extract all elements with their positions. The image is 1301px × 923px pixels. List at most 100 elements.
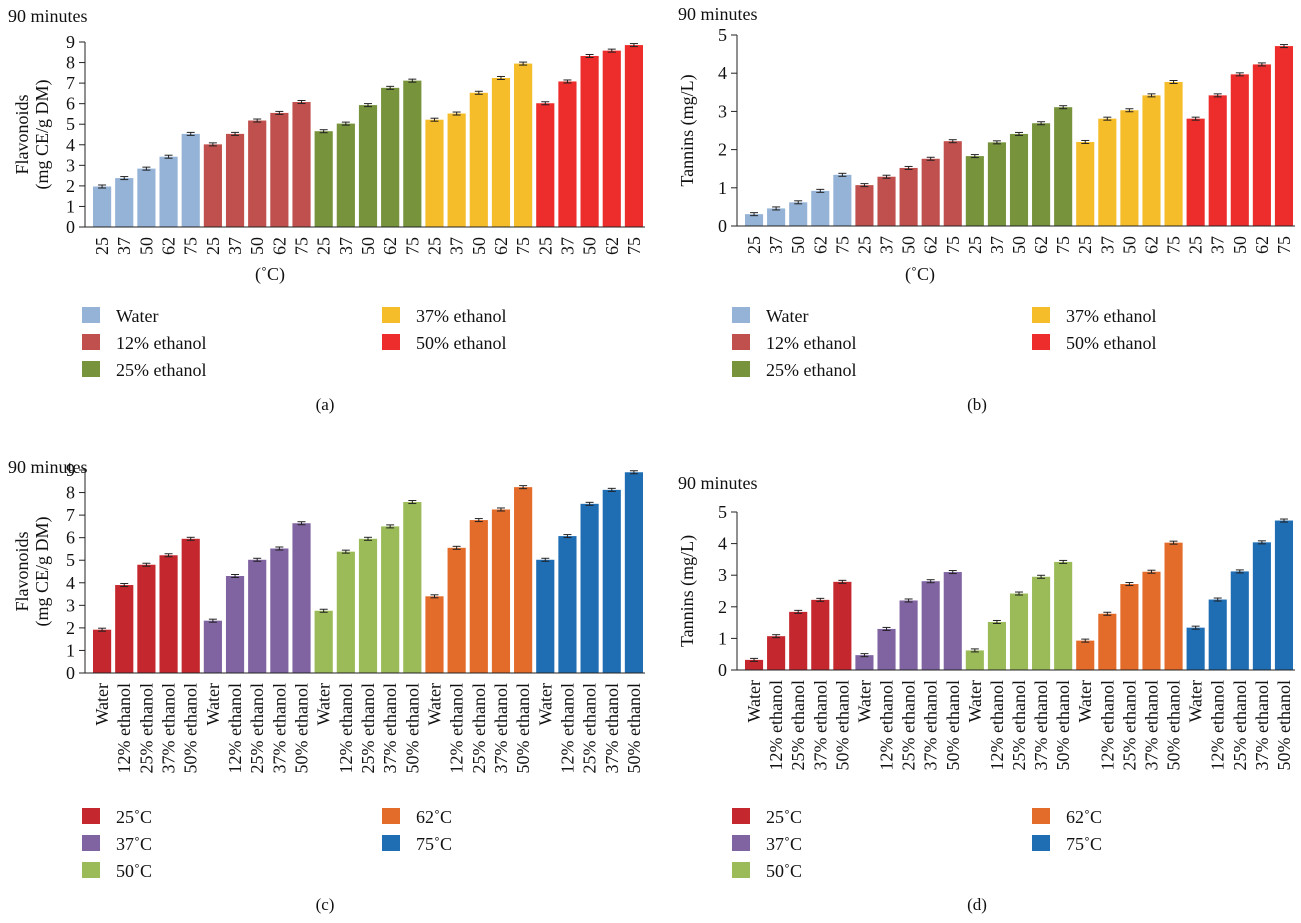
x-tick-label: Water [424, 683, 444, 726]
x-tick-label: 25 [965, 236, 985, 254]
legend-label: 25% ethanol [766, 360, 856, 380]
flavonoids-by-solvent-chart: 90 minutes0123456789Flavonoids (mg CE/g D… [0, 460, 650, 923]
bar [270, 548, 288, 673]
bar [403, 502, 421, 673]
x-tick-label: 50 [1009, 236, 1029, 254]
legend-swatch [82, 361, 100, 377]
x-tick-label: 25 [1075, 236, 1095, 254]
x-tick-label: 62 [491, 237, 511, 255]
legend-label: 37% ethanol [1066, 306, 1156, 326]
x-tick-label: Water [854, 680, 874, 723]
bar [226, 576, 244, 673]
bar [855, 655, 873, 670]
bar [93, 630, 111, 673]
y-tick-label: 3 [66, 155, 75, 175]
y-tick-label: 4 [66, 573, 75, 593]
legend-swatch [382, 334, 400, 350]
bar [226, 134, 244, 227]
y-tick-label: 3 [66, 595, 75, 615]
bar [1010, 134, 1028, 226]
bar [292, 523, 310, 673]
bar [603, 51, 621, 227]
legend-label: 50˚C [766, 861, 802, 881]
x-tick-label: 37% ethanol [602, 683, 622, 773]
bar [1275, 46, 1293, 226]
bar [1120, 584, 1138, 670]
bar [1098, 614, 1116, 670]
bar [470, 93, 488, 227]
x-tick-label: 62 [1031, 236, 1051, 254]
x-tick-label: 37% ethanol [491, 683, 511, 773]
legend-label: 50˚C [116, 861, 152, 881]
bar [514, 487, 532, 673]
bar [315, 611, 333, 673]
bar [248, 560, 266, 673]
bar [988, 142, 1006, 226]
panel-label: (d) [967, 895, 987, 914]
y-tick-label: 3 [718, 101, 727, 121]
y-tick-label: 4 [718, 534, 727, 554]
x-tick-label: 50% ethanol [1274, 680, 1294, 770]
x-tick-label: 75 [832, 236, 852, 254]
y-axis-label: (mg CE/g DM) [32, 79, 53, 189]
bar [1165, 82, 1183, 226]
bar [1253, 64, 1271, 226]
x-tick-label: 75 [181, 237, 201, 255]
bar [1165, 543, 1183, 670]
x-tick-label: 25% ethanol [788, 680, 808, 770]
bar [448, 114, 466, 227]
bar [536, 560, 554, 673]
y-axis-label: Flavonoids [12, 94, 32, 174]
bar [381, 88, 399, 227]
legend-swatch [1032, 334, 1050, 350]
bar [492, 78, 510, 227]
y-tick-label: 8 [66, 483, 75, 503]
legend-label: 12% ethanol [766, 333, 856, 353]
x-tick-label: Water [965, 680, 985, 723]
y-tick-label: 6 [66, 94, 75, 114]
y-tick-label: 5 [66, 114, 75, 134]
bar [988, 622, 1006, 670]
x-tick-label: 37 [766, 236, 786, 254]
legend-label: 50% ethanol [1066, 333, 1156, 353]
y-tick-label: 8 [66, 53, 75, 73]
x-tick-label: 25 [424, 237, 444, 255]
legend-swatch [1032, 307, 1050, 323]
legend-swatch [82, 835, 100, 851]
x-tick-label: 50 [899, 236, 919, 254]
bar [1187, 628, 1205, 670]
y-tick-label: 4 [66, 135, 75, 155]
x-tick-label: 50% ethanol [402, 683, 422, 773]
bar [789, 612, 807, 670]
bar [944, 141, 962, 226]
bar [1142, 572, 1160, 670]
bar [1231, 571, 1249, 670]
bar [789, 202, 807, 226]
y-tick-label: 0 [718, 660, 727, 680]
bar [833, 582, 851, 670]
panel-label: (c) [316, 895, 335, 914]
bar [811, 600, 829, 670]
y-tick-label: 9 [66, 32, 75, 52]
bar [381, 526, 399, 673]
x-tick-label: 12% ethanol [225, 683, 245, 773]
x-tick-label: 12% ethanol [1208, 680, 1228, 770]
x-tick-label: 75 [943, 236, 963, 254]
x-axis-label: (˚C) [905, 264, 935, 285]
legend-swatch [82, 862, 100, 878]
bar [767, 636, 785, 670]
legend-label: 25% ethanol [116, 360, 206, 380]
legend-swatch [382, 307, 400, 323]
x-tick-label: 50% ethanol [832, 680, 852, 770]
bar [1076, 142, 1094, 226]
tannins-by-solvent-chart: 90 minutes012345Tannins (mg/L)Water 12% e… [650, 460, 1301, 923]
bar [1187, 119, 1205, 226]
legend-swatch [732, 862, 750, 878]
y-tick-label: 5 [718, 25, 727, 45]
legend-swatch [82, 307, 100, 323]
bar [137, 169, 155, 227]
x-axis-label: (˚C) [255, 264, 285, 285]
bar [337, 552, 355, 673]
